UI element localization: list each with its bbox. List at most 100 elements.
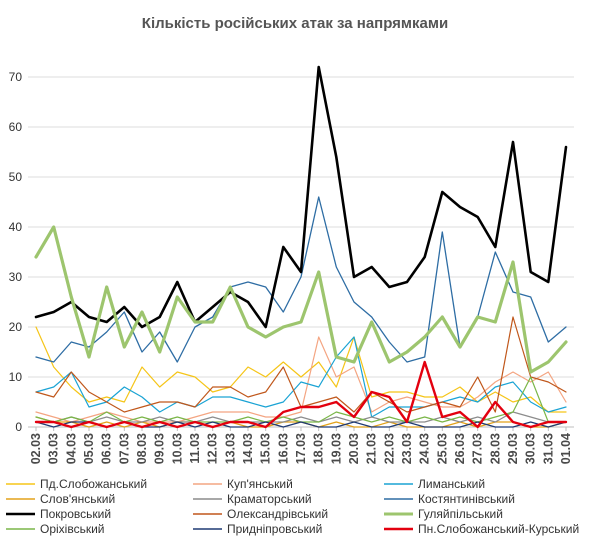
data-point [495, 426, 496, 427]
data-point [459, 416, 460, 417]
x-tick-label: 19.03 [329, 433, 343, 464]
data-point [159, 401, 160, 402]
data-point [283, 326, 284, 327]
data-point [512, 316, 513, 317]
data-point [177, 281, 178, 282]
legend: Пд.Слобожанський Куп'янський Лиманський Сло… [6, 477, 579, 536]
x-tick-label: 12.03 [206, 433, 220, 464]
data-point [212, 391, 213, 392]
data-point [247, 401, 248, 402]
data-point [565, 401, 566, 402]
data-point [300, 271, 301, 272]
data-point [565, 391, 566, 392]
data-point [353, 421, 354, 422]
series-line [35, 336, 567, 423]
plot-area [34, 65, 568, 429]
data-point [424, 256, 425, 257]
data-point [530, 381, 531, 382]
legend-item: Лиманський [384, 477, 485, 491]
series-1 [35, 336, 567, 423]
data-point [53, 226, 54, 227]
data-point [353, 426, 354, 427]
data-point [265, 406, 266, 407]
data-point [389, 426, 390, 427]
data-point [530, 376, 531, 377]
data-point [283, 361, 284, 362]
data-point [124, 311, 125, 312]
data-point [548, 371, 549, 372]
data-point [247, 301, 248, 302]
data-point [406, 361, 407, 362]
data-point [124, 306, 125, 307]
data-point [141, 366, 142, 367]
data-point [141, 351, 142, 352]
data-point [106, 416, 107, 417]
x-axis: 02.03 03.03 04.03 05.03 06.03 07.03 08.03 09.03… [29, 427, 573, 464]
legend-item: Гуляйпільський [384, 507, 503, 521]
data-point [318, 271, 319, 272]
data-point [124, 421, 125, 422]
data-point [442, 406, 443, 407]
data-point [371, 396, 372, 397]
data-point [212, 321, 213, 322]
data-point [53, 396, 54, 397]
data-point [106, 286, 107, 287]
x-tick-label: 22.03 [382, 433, 396, 464]
data-point [548, 341, 549, 342]
data-point [336, 156, 337, 157]
data-point [88, 356, 89, 357]
data-point [194, 321, 195, 322]
data-point [106, 421, 107, 422]
data-point [512, 381, 513, 382]
y-tick-label: 50 [9, 170, 23, 184]
data-point [265, 416, 266, 417]
series-line [34, 225, 568, 374]
data-point [177, 416, 178, 417]
data-point [459, 396, 460, 397]
series-line [35, 336, 567, 418]
data-point [141, 326, 142, 327]
data-point [336, 396, 337, 397]
legend-label: Костянтинівський [418, 492, 515, 506]
data-point [88, 426, 89, 427]
x-tick-label: 31.03 [541, 433, 555, 464]
data-point [71, 416, 72, 417]
data-point [512, 371, 513, 372]
data-point [124, 401, 125, 402]
x-tick-label: 03.03 [47, 433, 61, 464]
data-point [88, 316, 89, 317]
data-point [495, 391, 496, 392]
x-tick-label: 06.03 [100, 433, 114, 464]
data-point [512, 411, 513, 412]
data-point [477, 376, 478, 377]
data-point [212, 306, 213, 307]
data-point [477, 216, 478, 217]
data-point [106, 321, 107, 322]
data-point [389, 406, 390, 407]
data-point [389, 416, 390, 417]
data-point [35, 256, 36, 257]
data-point [283, 401, 284, 402]
x-tick-label: 01.04 [559, 433, 573, 464]
data-point [495, 321, 496, 322]
data-point [177, 426, 178, 427]
data-point [530, 271, 531, 272]
data-point [141, 426, 142, 427]
data-point [442, 396, 443, 397]
data-point [459, 386, 460, 387]
data-point [212, 426, 213, 427]
data-point [530, 371, 531, 372]
data-point [283, 411, 284, 412]
data-point [442, 316, 443, 317]
data-point [212, 386, 213, 387]
data-point [265, 326, 266, 327]
series-7 [35, 316, 567, 413]
data-point [495, 386, 496, 387]
data-point [159, 416, 160, 417]
data-point [212, 411, 213, 412]
data-point [459, 421, 460, 422]
data-point [353, 361, 354, 362]
data-point [389, 341, 390, 342]
data-point [159, 331, 160, 332]
data-point [88, 346, 89, 347]
